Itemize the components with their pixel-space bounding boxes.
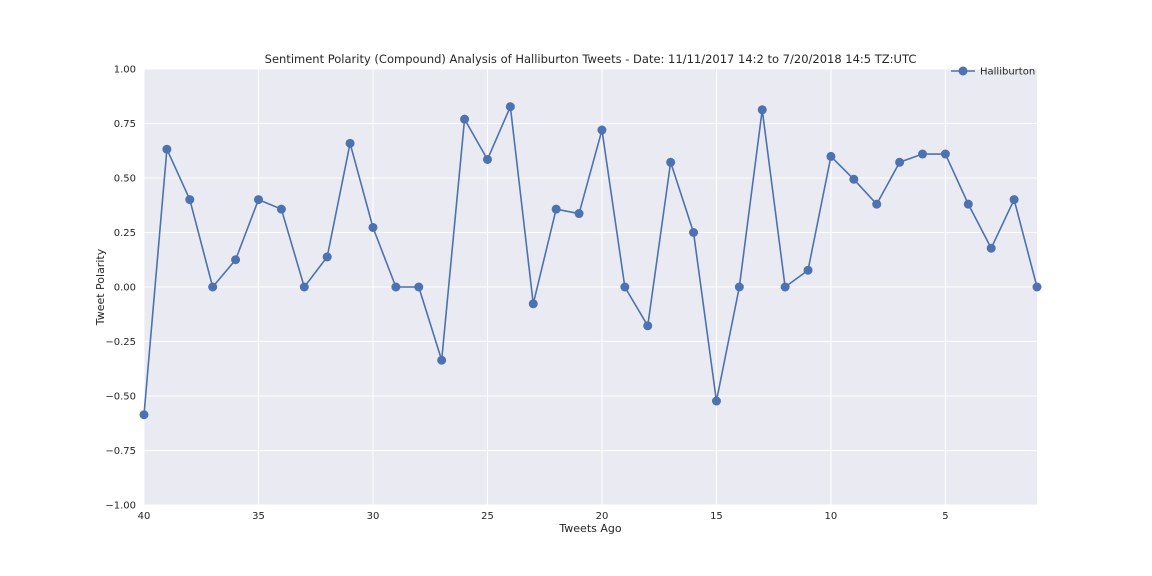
data-point: [162, 144, 172, 154]
data-point: [1009, 195, 1019, 205]
x-tick-label: 5: [942, 511, 948, 522]
x-tick-label: 15: [710, 511, 723, 522]
data-point: [322, 252, 332, 262]
y-tick-label: −0.75: [105, 446, 136, 457]
data-point: [849, 174, 859, 184]
data-point: [551, 204, 561, 214]
data-point: [986, 243, 996, 253]
data-point: [963, 199, 973, 209]
data-point: [368, 222, 378, 232]
chart-title: Sentiment Polarity (Compound) Analysis o…: [265, 52, 917, 66]
x-axis-label: Tweets Ago: [558, 522, 621, 535]
data-point: [918, 149, 928, 159]
data-point: [528, 299, 538, 309]
grid: [143, 68, 1037, 506]
data-point: [803, 265, 813, 275]
x-tick-label: 30: [367, 511, 380, 522]
data-point: [597, 125, 607, 135]
y-axis-ticks: −1.00 −0.75 −0.50 −0.25 0.00 0.25 0.50 0.75 1.00: [105, 65, 136, 512]
data-point: [574, 209, 584, 219]
data-point: [940, 149, 950, 159]
series-layer: [139, 102, 1042, 420]
data-point: [1032, 282, 1042, 292]
x-axis-ticks: 40 35 30 25 20 15 10 5: [138, 511, 949, 522]
legend-marker: [958, 66, 968, 76]
data-point: [689, 228, 699, 237]
x-tick-label: 20: [596, 511, 609, 522]
data-point: [734, 282, 744, 292]
x-tick-label: 25: [481, 511, 494, 522]
data-point: [391, 282, 401, 292]
legend: Halliburton: [951, 66, 1035, 78]
data-point: [437, 355, 447, 365]
y-tick-label: −1.00: [105, 501, 136, 512]
x-tick-label: 40: [138, 511, 151, 522]
data-point: [711, 396, 721, 406]
y-tick-label: −0.50: [105, 392, 136, 403]
y-tick-label: 0.00: [114, 283, 136, 294]
series-line: [143, 105, 1038, 415]
data-point: [208, 282, 218, 292]
y-tick-label: 0.50: [114, 174, 136, 185]
data-point: [185, 195, 195, 205]
data-point: [299, 282, 309, 292]
data-point: [253, 195, 263, 205]
y-axis-label: Tweet Polarity: [94, 248, 107, 326]
y-tick-label: 0.25: [114, 228, 136, 239]
data-point: [780, 282, 790, 292]
data-point: [643, 321, 653, 331]
y-tick-label: 1.00: [114, 65, 136, 76]
data-point: [872, 199, 882, 209]
data-point: [460, 114, 470, 124]
data-point: [620, 282, 630, 292]
x-tick-label: 35: [252, 511, 265, 522]
data-point: [345, 138, 355, 148]
y-tick-label: −0.25: [105, 337, 136, 348]
data-point: [826, 151, 836, 161]
data-point: [414, 282, 424, 292]
legend-label: Halliburton: [980, 67, 1035, 78]
data-point: [895, 157, 905, 167]
data-point: [276, 204, 286, 214]
data-point: [139, 410, 149, 420]
data-point: [757, 105, 767, 115]
data-point: [505, 102, 515, 112]
data-point: [666, 157, 676, 167]
data-point: [231, 255, 241, 265]
x-tick-label: 10: [825, 511, 838, 522]
data-point: [482, 154, 492, 164]
y-tick-label: 0.75: [114, 119, 136, 130]
